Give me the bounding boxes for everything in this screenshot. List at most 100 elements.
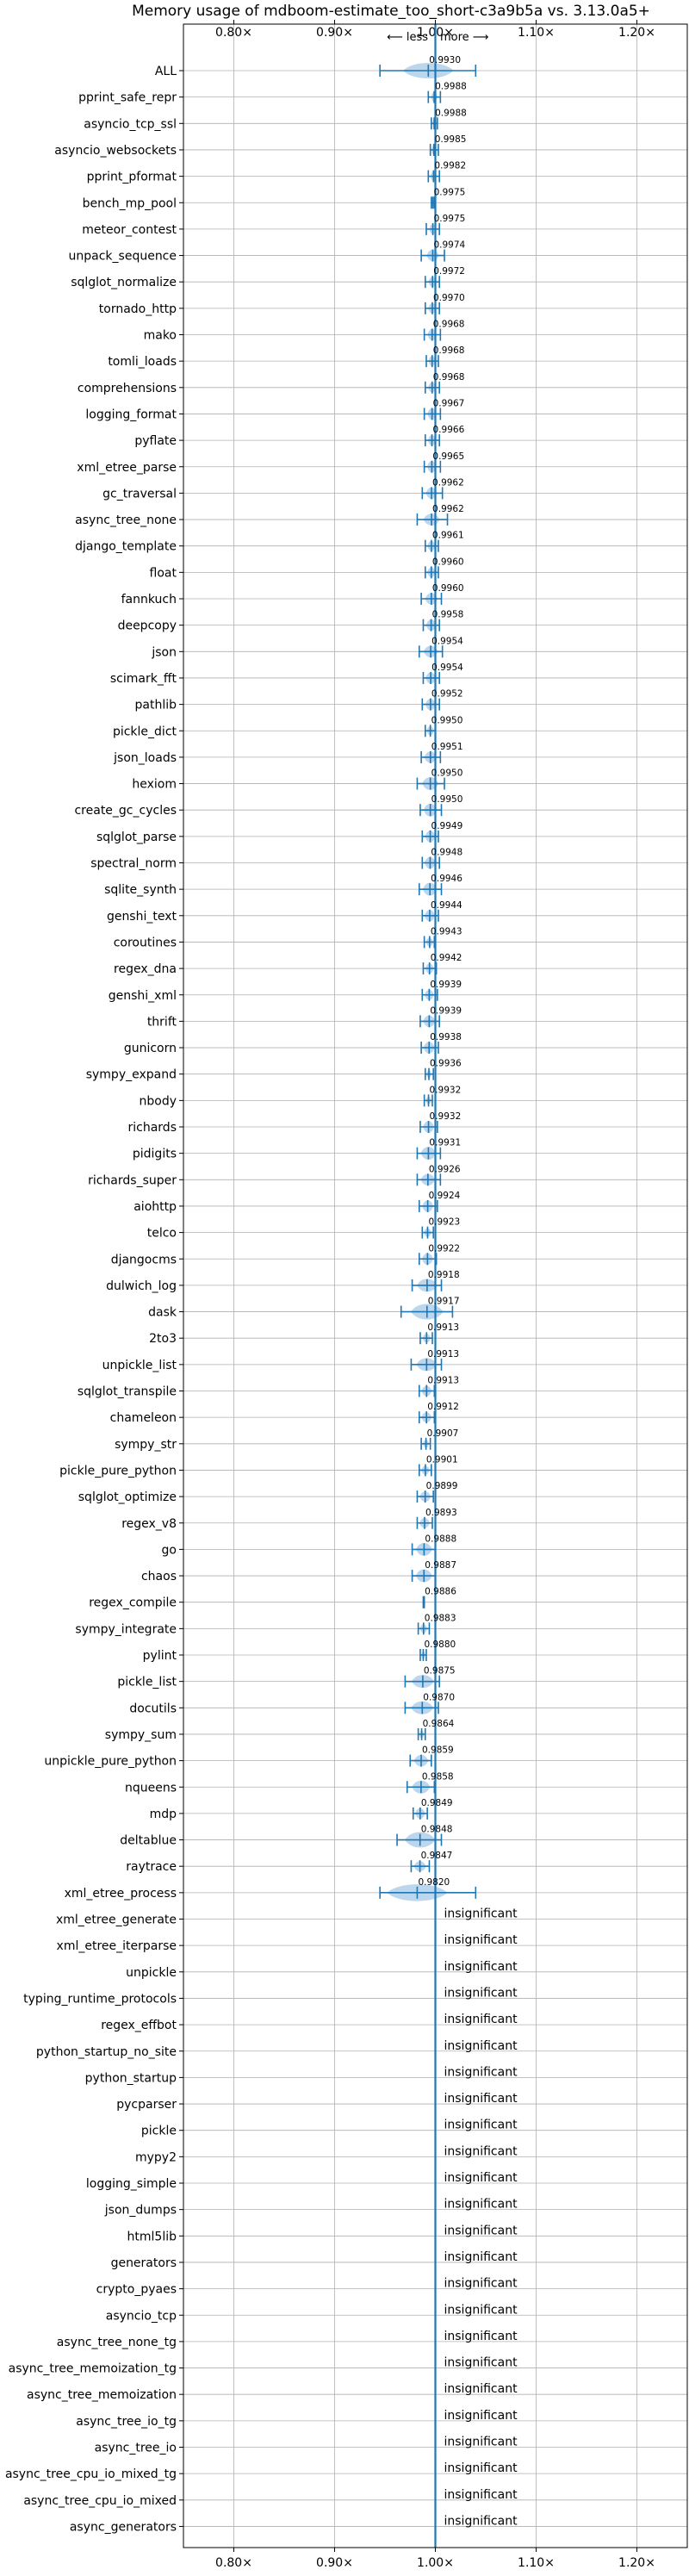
benchmark-label: docutils [129,1702,177,1715]
benchmark-label: async_tree_none [75,513,177,527]
benchmark-label: json [151,645,177,659]
value-label: 0.9875 [424,1666,456,1677]
value-label: 0.9961 [432,531,464,541]
benchmark-label: dask [148,1306,177,1320]
direction-less-label: ⟵ less [387,31,428,44]
value-label: 0.9962 [432,477,464,488]
benchmark-label: pprint_safe_repr [78,91,177,105]
benchmark-label: dulwich_log [106,1279,177,1293]
value-label: 0.9938 [430,1032,462,1042]
value-label: 0.9912 [427,1402,459,1412]
insignificant-label: insignificant [444,2409,518,2423]
benchmark-label: pprint_pformat [87,171,177,184]
benchmark-label: xml_etree_generate [56,1913,177,1927]
insignificant-label: insignificant [444,2013,518,2026]
benchmark-label: float [150,566,177,580]
benchmark-label: tornado_http [99,302,177,316]
benchmark-label: ALL [155,65,177,78]
x-tick-label-top: 0.80× [215,26,252,40]
value-label: 0.9958 [432,610,464,620]
benchmark-label: go [162,1543,177,1557]
value-label: 0.9952 [431,689,463,700]
benchmark-label: djangocms [111,1253,177,1266]
value-label: 0.9985 [435,134,467,145]
value-label: 0.9848 [421,1825,453,1835]
insignificant-label: insignificant [444,1907,518,1921]
value-label: 0.9930 [429,55,461,65]
value-label: 0.9923 [428,1217,460,1228]
insignificant-label: insignificant [444,1960,518,1974]
value-label: 0.9967 [433,398,465,408]
benchmark-label: pathlib [135,699,177,712]
benchmark-label: sympy_expand [86,1068,177,1082]
insignificant-label: insignificant [444,2065,518,2079]
insignificant-label: insignificant [444,2436,518,2449]
value-label: 0.9972 [433,266,465,277]
benchmark-label: async_tree_memoization_tg [9,2362,177,2376]
benchmark-label: pickle_list [117,1676,177,1689]
benchmark-label: nbody [140,1094,177,1108]
value-label: 0.9931 [429,1138,461,1148]
value-label: 0.9913 [427,1322,459,1333]
value-label: 0.9939 [430,1005,462,1016]
x-tick-label-bottom: 1.00× [417,2556,454,2570]
benchmark-label: chaos [141,1570,177,1584]
x-tick-label-top: 1.10× [518,26,555,40]
insignificant-label: insignificant [444,2356,518,2370]
value-label: 0.9907 [427,1428,459,1439]
value-label: 0.9968 [433,320,465,330]
benchmark-label: sqlglot_transpile [78,1385,177,1399]
insignificant-label: insignificant [444,2224,518,2237]
benchmark-label: pylint [143,1649,177,1663]
insignificant-label: insignificant [444,2171,518,2185]
benchmark-label: regex_compile [89,1596,177,1610]
value-label: 0.9917 [428,1297,460,1307]
benchmark-label: telco [147,1227,177,1241]
insignificant-label: insignificant [444,2119,518,2132]
benchmark-label: deepcopy [118,619,177,633]
insignificant-label: insignificant [444,2488,518,2502]
benchmark-label: asyncio_tcp_ssl [84,117,177,131]
insignificant-label: insignificant [444,2461,518,2475]
benchmark-label: sympy_str [115,1438,177,1452]
value-label: 0.9960 [432,557,464,567]
value-label: 0.9820 [418,1877,450,1888]
value-label: 0.9949 [431,821,463,831]
insignificant-label: insignificant [444,1933,518,1947]
x-tick-label-top: 0.90× [316,26,353,40]
benchmark-label: unpickle [126,1966,177,1980]
value-label: 0.9975 [434,214,466,224]
benchmark-label: regex_dna [114,962,177,976]
value-label: 0.9893 [425,1508,457,1518]
benchmark-label: nqueens [125,1781,177,1795]
value-label: 0.9924 [429,1191,461,1201]
value-label: 0.9965 [432,451,464,462]
plot-frame [183,23,688,2548]
x-tick-label-bottom: 1.10× [518,2556,555,2570]
benchmark-label: async_generators [70,2520,177,2534]
value-label: 0.9942 [431,953,462,963]
benchmark-label: generators [111,2256,177,2270]
benchmark-label: pickle_pure_python [59,1464,177,1478]
value-label: 0.9858 [422,1771,454,1782]
value-label: 0.9950 [431,715,463,725]
value-label: 0.9926 [429,1164,461,1174]
value-label: 0.9859 [422,1745,454,1756]
value-label: 0.9849 [421,1798,453,1808]
value-label: 0.9975 [434,187,466,197]
value-label: 0.9982 [434,161,466,171]
benchmark-label: typing_runtime_protocols [23,1992,177,2006]
value-label: 0.9946 [431,874,462,884]
benchmark-label: html5lib [127,2230,177,2243]
value-label: 0.9847 [421,1851,453,1861]
benchmark-label: richards_super [88,1173,177,1187]
value-label: 0.9913 [427,1376,459,1386]
value-label: 0.9954 [431,663,463,673]
benchmark-label: xml_etree_iterparse [57,1939,177,1953]
benchmark-label: python_startup_no_site [36,2045,177,2059]
benchmark-label: async_tree_io_tg [76,2415,177,2429]
insignificant-label: insignificant [444,2039,518,2053]
benchmark-label: richards [128,1121,177,1135]
value-label: 0.9962 [432,504,464,514]
